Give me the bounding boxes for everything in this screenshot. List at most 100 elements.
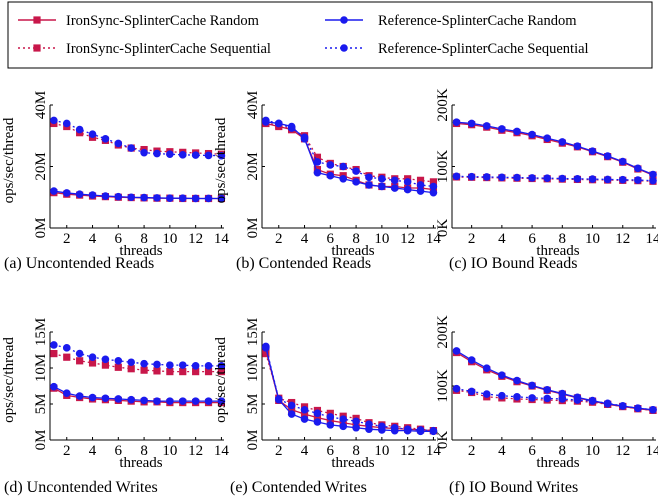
y-axis-label: ops/sec/thread [1,337,17,423]
data-point [429,178,438,186]
data-point [528,174,536,182]
data-point [101,192,110,200]
legend-marker [340,44,348,52]
y-tick-label: 200K [435,315,451,349]
data-point [543,134,551,143]
data-point [114,192,123,201]
data-point [365,181,373,189]
y-tick-label: 0K [435,431,451,450]
panel-caption: (b) Contended Reads [236,255,371,272]
panel-caption: (c) IO Bound Reads [449,255,577,272]
data-point [513,173,521,182]
series [452,386,657,414]
data-point [262,342,270,351]
data-point [217,368,226,376]
x-tick-label: 4 [301,443,309,459]
data-point [114,357,123,365]
x-tick-label: 4 [301,231,309,247]
data-point [313,418,322,426]
data-point [191,362,200,370]
x-tick-label: 2 [275,443,283,459]
data-point [467,356,476,364]
data-point [153,194,161,202]
data-point [403,185,412,194]
y-tick-label: 0M [245,430,261,451]
data-point [603,399,612,408]
x-tick-label: 6 [115,443,123,459]
chart-panel: 2 4 6 8 10 12 14 0M 20M 40M threads ops/sec/thread (… [213,91,441,272]
data-point [101,394,110,403]
x-axis-label: threads [119,243,162,259]
data-point [365,420,373,428]
data-point [573,175,582,183]
data-point [127,358,135,367]
data-point [178,397,187,405]
data-point [204,397,213,405]
data-point [191,151,200,159]
series-line [265,122,434,183]
data-point [287,401,296,410]
data-point [217,362,226,370]
x-tick-label: 4 [498,231,506,247]
data-point [300,415,309,423]
data-point [588,175,597,183]
data-point [88,353,97,362]
data-point [558,138,567,146]
y-tick-label: 15M [33,318,49,346]
data-point [352,417,360,426]
data-point [513,376,521,385]
y-tick-label: 15M [245,318,261,346]
data-point [403,178,412,186]
y-tick-label: 0M [33,430,49,451]
data-point [300,405,309,414]
data-point [452,384,461,393]
data-point [153,367,161,375]
data-point [649,405,657,414]
x-tick-label: 12 [188,443,203,459]
data-point [287,410,296,418]
data-point [88,393,97,402]
series [452,118,657,179]
x-tick-label: 10 [585,443,600,459]
data-point [352,167,360,175]
data-point [467,387,476,396]
data-point [573,396,582,404]
x-tick-label: 6 [528,231,536,247]
data-point [75,190,84,198]
x-axis-label: threads [536,455,579,471]
x-tick-label: 14 [426,231,442,247]
data-point [498,391,506,400]
data-point [62,344,71,352]
data-point [416,176,425,184]
data-point [114,363,122,371]
series-line [456,122,654,176]
data-point [558,395,567,403]
y-tick-label: 5M [245,394,261,415]
x-tick-label: 2 [275,231,283,247]
data-point [513,127,521,136]
series [452,119,657,179]
data-point [326,421,335,429]
x-axis-label: threads [331,455,374,471]
data-point [62,189,71,197]
chart-panel: 2 4 6 8 10 12 14 0K 100K 200K threads(c) IO Bound … [435,88,658,272]
data-point [467,172,476,181]
data-point [573,142,582,151]
data-point [62,119,71,128]
data-point [543,385,551,394]
x-tick-label: 6 [327,443,335,459]
data-point [482,364,491,372]
data-point [498,371,506,380]
data-point [192,368,200,376]
x-axis-label: threads [536,243,579,259]
data-point [274,119,283,128]
y-tick-label: 100K [435,150,451,184]
data-point [204,151,213,160]
data-point [127,395,135,404]
panel-caption: (f) IO Bound Writes [449,479,578,496]
data-point [153,360,161,369]
data-point [300,133,309,142]
data-point [416,426,425,434]
data-point [339,422,348,431]
y-tick-label: 40M [245,91,261,119]
